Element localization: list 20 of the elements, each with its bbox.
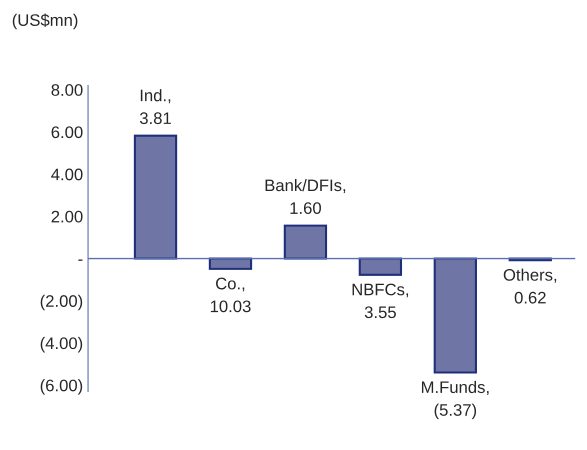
y-tick-label: (6.00) [40,379,82,395]
bar [434,258,477,374]
y-tick-label: (4.00) [40,336,82,352]
x-tick-label: Bank/DFIs, 1.60 [266,178,346,214]
bar [134,134,178,260]
y-tick-label: 6.00 [52,126,83,138]
x-tick-label: Others, 0.62 [504,268,556,304]
x-tick-label: Ind., 3.81 [140,89,171,124]
x-tick-label: NBFCs, 3.55 [352,284,408,318]
bar [208,258,252,270]
y-axis-title: (US$mn) [12,13,78,30]
y-tick-label: (2.00) [40,294,82,310]
y-tick-label: 4.00 [51,168,83,180]
bar [358,258,402,276]
y-tick-label: 2.00 [52,210,83,223]
bar [284,224,328,260]
y-tick-label: - [78,260,82,261]
y-tick-label: 8.00 [51,84,83,96]
x-tick-label: Co., 10.03 [210,278,251,312]
x-tick-label: M.Funds, (5.37) [422,380,489,420]
